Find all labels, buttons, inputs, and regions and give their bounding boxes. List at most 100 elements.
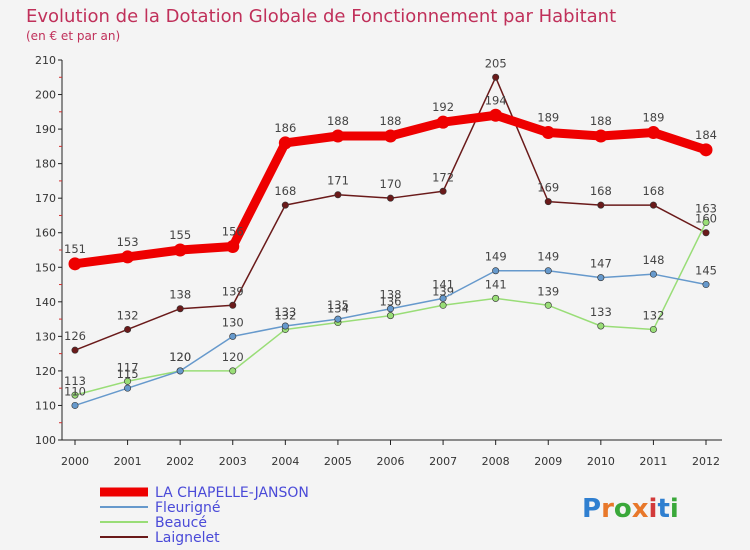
data-point (281, 322, 289, 330)
axes: 100 110 120 130 140 150 160 170 180 190 200 210 2000… (35, 54, 722, 468)
legend-item: Laignelet (100, 530, 220, 546)
data-label: 132 (274, 308, 296, 322)
data-label: 171 (327, 174, 349, 188)
legend-item: Beaucé (100, 515, 207, 531)
data-label: 132 (117, 308, 139, 322)
data-label: 132 (642, 308, 664, 322)
x-tick-label: 2008 (482, 455, 510, 468)
data-point (176, 367, 184, 375)
chart-subtitle: (en € et par an) (26, 29, 120, 43)
data-label: 184 (695, 128, 717, 142)
y-tick-label: 100 (35, 434, 56, 447)
proxiti-logo: Proxiti (582, 494, 679, 524)
x-tick-label: 2007 (429, 455, 457, 468)
data-label: 133 (590, 305, 612, 319)
logo-letter: i (670, 494, 679, 524)
data-label: 130 (222, 315, 244, 329)
data-point (121, 250, 135, 264)
data-label: 194 (485, 93, 507, 107)
data-label: 126 (64, 329, 86, 343)
data-point (646, 126, 660, 140)
data-point (281, 201, 289, 209)
data-point (71, 401, 79, 409)
legend-label: Beaucé (155, 515, 207, 531)
y-tick-label: 110 (35, 399, 56, 412)
x-tick-label: 2006 (377, 455, 405, 468)
data-label: 188 (380, 114, 402, 128)
data-point (334, 315, 342, 323)
data-point (702, 218, 710, 226)
x-tick-label: 2001 (114, 455, 142, 468)
data-point (176, 305, 184, 313)
data-point (436, 115, 450, 129)
data-point (594, 129, 608, 143)
data-label: 168 (642, 184, 664, 198)
data-point (229, 332, 237, 340)
y-tick-label: 170 (35, 192, 56, 205)
data-point (124, 384, 132, 392)
data-point (173, 243, 187, 257)
data-label: 205 (485, 56, 507, 70)
data-point (492, 73, 500, 81)
data-point (331, 129, 345, 143)
x-tick-label: 2002 (166, 455, 194, 468)
data-label: 134 (327, 302, 349, 316)
x-tick-label: 2004 (271, 455, 299, 468)
logo-letter: t (657, 494, 669, 524)
data-point (489, 108, 503, 122)
data-label: 189 (642, 111, 664, 125)
data-label: 141 (485, 277, 507, 291)
legend-item: Fleurigné (100, 500, 220, 516)
series-laignelet: 126 132 138 139 168 171 170 172 205 169 168 168 160 (64, 56, 717, 354)
y-tick-label: 120 (35, 365, 56, 378)
data-point (597, 322, 605, 330)
data-label: 120 (169, 350, 191, 364)
data-point (649, 270, 657, 278)
data-label: 148 (642, 253, 664, 267)
logo-letter: x (632, 494, 649, 524)
data-label: 133 (274, 305, 296, 319)
data-label: 120 (222, 350, 244, 364)
x-tick-label: 2005 (324, 455, 352, 468)
data-label: 188 (590, 114, 612, 128)
data-point (597, 201, 605, 209)
data-label: 186 (274, 121, 296, 135)
proxiti-logo-text: Proxiti (582, 494, 679, 524)
x-tick-label: 2011 (639, 455, 667, 468)
data-point (702, 281, 710, 289)
data-point (544, 267, 552, 275)
data-label: 115 (117, 367, 139, 381)
data-point (386, 305, 394, 313)
x-tick-label: 2010 (587, 455, 615, 468)
data-point (384, 129, 397, 143)
data-point (278, 136, 292, 150)
legend-label: Fleurigné (155, 500, 220, 516)
data-label: 138 (380, 288, 402, 302)
data-point (229, 367, 237, 375)
data-point (649, 201, 657, 209)
x-tick-label: 2000 (61, 455, 89, 468)
data-point (597, 274, 605, 282)
data-point (226, 240, 240, 254)
y-tick-label: 150 (35, 261, 56, 274)
data-label: 160 (695, 212, 717, 226)
logo-letter: i (649, 494, 658, 524)
y-tick-label: 180 (35, 158, 56, 171)
data-point (386, 312, 394, 320)
y-tick-label: 140 (35, 296, 56, 309)
logo-letter: r (601, 494, 614, 524)
data-label: 145 (695, 264, 717, 278)
data-label: 170 (380, 177, 402, 191)
data-label: 138 (169, 288, 191, 302)
data-point (386, 194, 394, 202)
data-point (439, 301, 447, 309)
data-label: 188 (327, 114, 349, 128)
data-label: 153 (117, 235, 139, 249)
data-label: 135 (327, 298, 349, 312)
data-label: 136 (380, 295, 402, 309)
